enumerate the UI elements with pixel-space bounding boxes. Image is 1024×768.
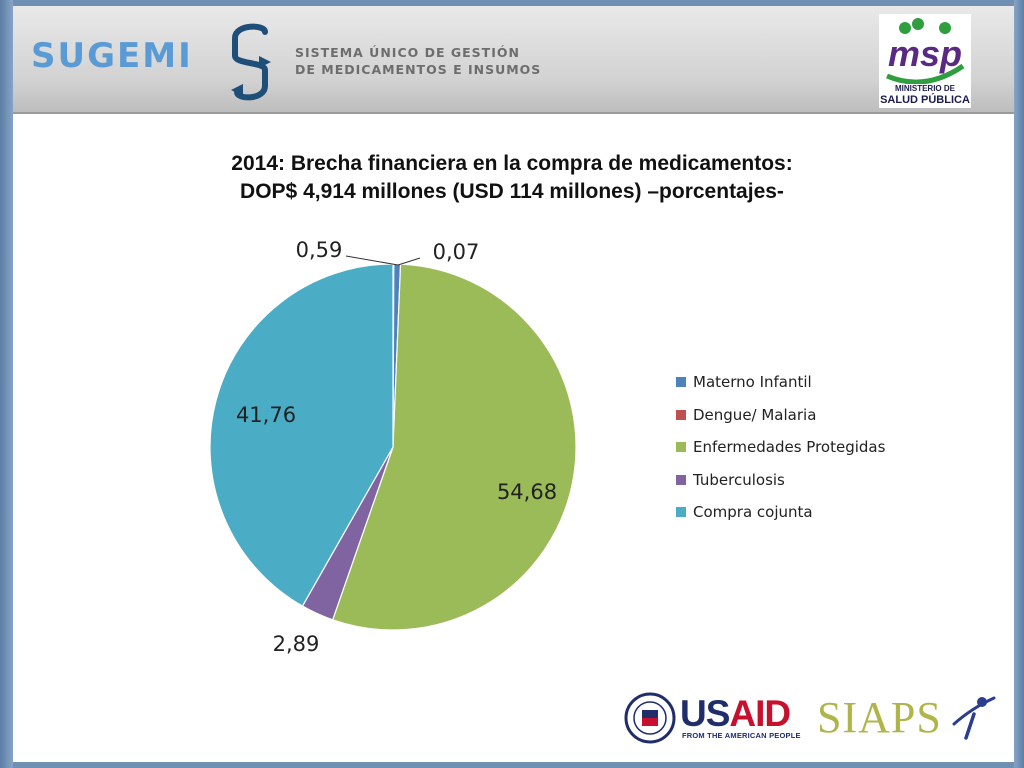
sugemi-description-line2: DE MEDICAMENTOS E INSUMOS	[295, 62, 542, 77]
legend-label: Tuberculosis	[693, 470, 785, 489]
data-label-enfermedades-protegidas: 54,68	[497, 480, 557, 504]
legend-item-materno-infantil: Materno Infantil	[676, 372, 885, 405]
siaps-logo-text: SIAPS	[817, 693, 942, 742]
legend-label: Enfermedades Protegidas	[693, 438, 886, 456]
chart-legend: Materno Infantil Dengue/ Malaria Enfermeda…	[676, 372, 885, 535]
usaid-tagline: FROM THE AMERICAN PEOPLE	[682, 731, 801, 740]
legend-label: Materno Infantil	[693, 373, 812, 391]
chart-title-line2: DOP$ 4,914 millones (USD 114 millones) –…	[240, 180, 784, 203]
sugemi-description: SISTEMA ÚNICO DE GESTIÓN DE MEDICAMENTOS…	[295, 44, 541, 78]
sugemi-description-line1: SISTEMA ÚNICO DE GESTIÓN	[295, 45, 520, 60]
legend-item-tuberculosis: Tuberculosis	[676, 470, 885, 503]
data-label-dengue-malaria: 0,07	[433, 240, 480, 264]
legend-swatch	[676, 442, 686, 452]
slide-frame-left	[0, 0, 13, 768]
ministry-caption-line2: SALUD PÚBLICA	[880, 94, 970, 106]
data-label-tuberculosis: 2,89	[273, 632, 320, 656]
legend-swatch	[676, 474, 686, 485]
legend-label: Dengue/ Malaria	[693, 405, 817, 424]
legend-label: Compra cojunta	[693, 503, 813, 521]
leader-line-dengue-malaria	[397, 257, 421, 266]
legend-swatch	[676, 409, 686, 420]
chart-title-line1: 2014: Brecha financiera en la compra de …	[231, 152, 793, 175]
legend-item-enfermedades-protegidas: Enfermedades Protegidas	[676, 437, 885, 470]
usaid-logo-text-aid: AID	[729, 693, 791, 734]
legend-swatch	[676, 507, 686, 517]
siaps-figure-icon	[952, 696, 996, 740]
pie-slice-compra-cojunta	[209, 263, 394, 607]
data-label-compra-cojunta: 41,76	[236, 403, 296, 427]
msp-logo: msp MINISTERIO DE SALUD PÚBLICA	[879, 14, 971, 108]
usaid-seal-icon	[624, 692, 676, 744]
msp-logo-text: msp	[888, 33, 962, 74]
legend-swatch	[676, 377, 686, 387]
msp-emblem-icon: msp	[886, 18, 965, 85]
sugemi-arrows-icon	[231, 23, 271, 101]
header-banner: SUGEMI SISTEMA ÚNICO DE GESTIÓN DE MEDIC…	[13, 6, 1014, 114]
slide-frame-right	[1014, 0, 1024, 768]
data-label-materno-infantil: 0,59	[296, 238, 343, 262]
usaid-logo-text: USAID	[680, 693, 791, 734]
chart-title: 2014: Brecha financiera en la compra de …	[0, 150, 1024, 206]
sugemi-logo-text: SUGEMI	[31, 36, 193, 76]
leader-line-materno-infantil	[345, 255, 399, 266]
pie-slice-enfermedades-protegidas	[331, 263, 577, 631]
usaid-logo-text-us: US	[680, 693, 730, 734]
ministry-caption-line1: MINISTERIO DE	[894, 84, 955, 93]
legend-item-compra-cojunta: Compra cojunta	[676, 502, 885, 535]
legend-item-dengue-malaria: Dengue/ Malaria	[676, 405, 885, 438]
